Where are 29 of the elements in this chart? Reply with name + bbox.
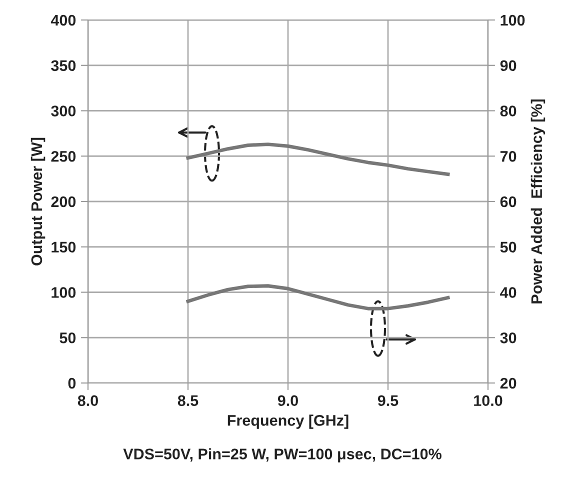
y2-tick-label: 60 [500,196,516,208]
line-series [186,142,450,176]
y-tick-label: 0 [68,378,76,389]
x-tick-label: 8.5 [178,395,198,406]
y2-tick-label: 50 [500,242,516,253]
y2-tick-label: 20 [500,378,516,389]
x-tick-label: 8.0 [78,395,98,406]
x-tick-label: 9.5 [378,395,398,406]
y-tick-label: 200 [51,196,76,208]
y-tick-label: 250 [51,150,76,162]
y-tick-label: 100 [52,287,76,298]
y2-tick-label: 100 [500,14,525,26]
text: VDS=50V, Pin=25 W, PW=100 μsec, DC=10% [123,448,442,462]
y-tick-label: 150 [52,242,76,253]
y-tick-label: 50 [60,332,76,344]
y-axis-title: Output Power [W] [30,138,46,266]
line-series [186,284,450,310]
y-tick-label: 400 [50,14,76,26]
y2-axis-title: Power Added Efficiency [%] [530,99,546,304]
y-tick-label: 300 [51,106,76,116]
y2-tick-label: 40 [500,287,516,298]
y2-tick-label: 80 [500,106,516,116]
x-axis-title: Frequency [GHz] [228,414,348,429]
y-tick-label: 350 [51,60,76,72]
x-tick-label: 9.0 [278,395,298,406]
y2-tick-label: 70 [500,150,516,162]
x-tick-label: 10.0 [474,395,502,406]
y2-tick-label: 30 [500,332,516,344]
y2-tick-label: 90 [500,60,516,72]
